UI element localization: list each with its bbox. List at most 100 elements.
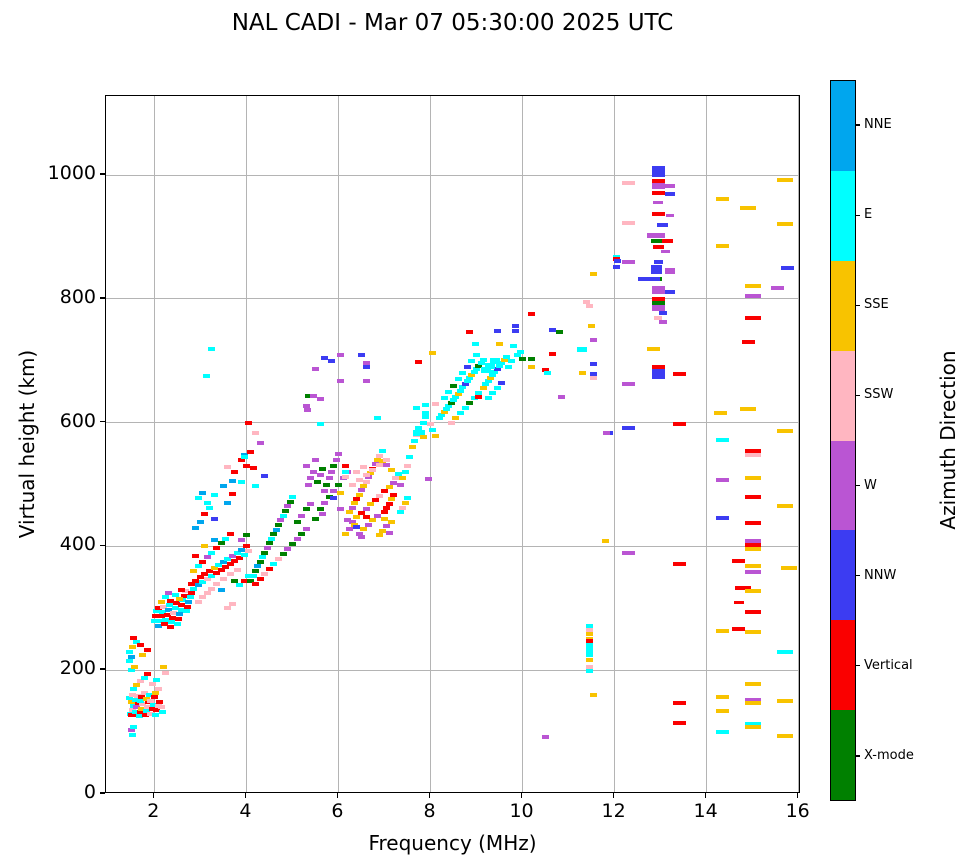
data-point xyxy=(127,654,135,659)
colorbar-tick-label: SSW xyxy=(864,387,894,403)
x-tick-mark xyxy=(152,793,155,798)
data-point xyxy=(440,410,448,415)
data-point xyxy=(249,465,257,470)
data-point xyxy=(776,699,793,704)
data-point xyxy=(657,222,669,227)
data-point xyxy=(321,488,329,493)
data-point xyxy=(337,379,345,384)
data-point xyxy=(139,652,147,657)
data-point xyxy=(160,605,168,610)
data-point xyxy=(166,598,174,603)
data-point xyxy=(202,374,210,379)
data-point xyxy=(302,507,310,512)
data-point xyxy=(362,514,370,519)
y-tick-label: 200 xyxy=(59,657,96,680)
data-point xyxy=(353,470,361,475)
data-point xyxy=(713,411,727,416)
data-point xyxy=(489,391,497,396)
data-point xyxy=(466,330,474,335)
data-point xyxy=(238,538,246,543)
colorbar-tick-label: Vertical xyxy=(864,657,913,673)
data-point xyxy=(261,550,269,555)
data-point xyxy=(456,388,464,393)
data-point xyxy=(744,452,761,457)
data-point xyxy=(454,377,462,382)
data-point xyxy=(505,365,513,370)
data-point xyxy=(401,470,409,475)
data-point xyxy=(621,221,635,226)
data-point xyxy=(357,353,365,358)
data-point xyxy=(383,463,391,468)
data-point xyxy=(771,285,785,290)
data-point xyxy=(399,506,407,511)
data-point xyxy=(585,648,593,655)
data-point xyxy=(403,464,411,469)
data-point xyxy=(143,704,151,709)
data-point xyxy=(461,405,469,410)
data-point xyxy=(355,477,363,482)
data-point xyxy=(744,293,761,298)
data-point xyxy=(672,701,686,706)
data-point xyxy=(371,498,379,503)
data-point xyxy=(130,725,138,730)
data-point xyxy=(716,628,730,633)
data-point xyxy=(353,524,361,529)
x-tick-mark xyxy=(796,793,799,798)
colorbar-tick-label: W xyxy=(864,477,877,493)
data-point xyxy=(346,527,354,532)
data-point xyxy=(162,671,170,676)
data-point xyxy=(447,420,455,425)
data-point xyxy=(484,395,492,400)
data-point xyxy=(716,730,730,735)
data-point xyxy=(471,342,479,347)
data-point xyxy=(261,571,269,576)
data-point xyxy=(164,590,172,595)
data-point xyxy=(364,522,372,527)
data-point xyxy=(126,696,134,701)
data-point xyxy=(252,581,260,586)
x-tick-label: 4 xyxy=(239,800,252,822)
data-point xyxy=(744,610,761,615)
data-point xyxy=(341,475,349,480)
data-point xyxy=(305,482,313,487)
y-tick-label: 400 xyxy=(59,533,96,556)
data-point xyxy=(397,482,405,487)
data-point xyxy=(380,510,388,515)
data-point xyxy=(716,516,730,521)
x-tick-label: 14 xyxy=(693,800,718,822)
data-point xyxy=(461,382,469,387)
data-point xyxy=(337,353,345,358)
data-point xyxy=(224,606,232,611)
colorbar-tick-mark xyxy=(856,304,860,306)
data-point xyxy=(201,572,209,577)
data-point xyxy=(744,564,761,569)
data-point xyxy=(192,525,200,530)
colorbar-segment-vertical xyxy=(831,620,855,711)
data-point xyxy=(585,643,593,650)
data-point xyxy=(502,354,510,359)
data-point xyxy=(376,493,384,498)
data-point xyxy=(528,365,536,370)
data-point xyxy=(387,519,395,524)
colorbar-tick-mark xyxy=(856,665,860,667)
data-point xyxy=(744,538,761,543)
data-point xyxy=(651,305,665,312)
data-point xyxy=(403,496,411,501)
data-point xyxy=(311,366,319,371)
data-point xyxy=(208,574,216,579)
data-point xyxy=(390,493,398,498)
data-point xyxy=(185,600,193,605)
data-point xyxy=(142,696,150,701)
data-point xyxy=(183,609,191,614)
data-point xyxy=(206,506,214,511)
data-point xyxy=(450,383,457,388)
gridline-vertical xyxy=(614,96,616,792)
data-point xyxy=(470,369,478,374)
y-tick-label: 600 xyxy=(59,409,96,432)
data-point xyxy=(252,484,260,489)
data-point xyxy=(660,249,670,253)
data-point xyxy=(498,381,506,386)
colorbar-segment-nnw xyxy=(831,530,855,621)
data-point xyxy=(507,358,515,363)
data-point xyxy=(378,449,386,454)
